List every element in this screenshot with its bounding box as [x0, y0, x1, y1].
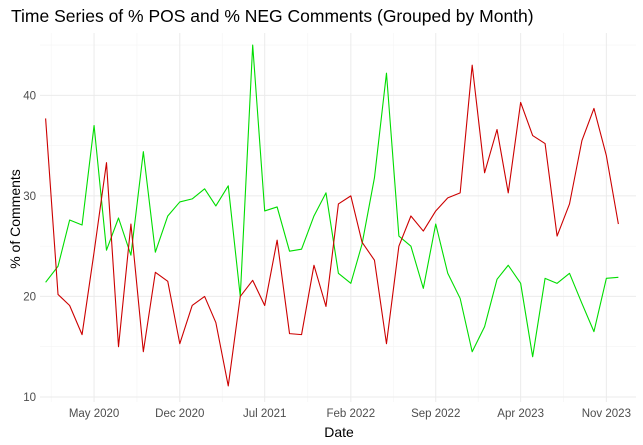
series-line-2: [45, 64, 619, 387]
y-tick-label: 20: [23, 291, 36, 303]
y-axis-title: % of Comments: [7, 169, 23, 269]
x-tick-label: Feb 2022: [327, 408, 376, 420]
series-line-1: [45, 44, 619, 358]
x-tick-labels: May 2020 Dec 2020 Jul 2021 Feb 2022 Sep 2022…: [69, 408, 631, 420]
y-tick-label: 40: [23, 90, 36, 102]
grid-major: [40, 33, 636, 402]
y-tick-labels: 10 20 30 40: [23, 90, 36, 404]
x-axis-title: Date: [324, 424, 354, 440]
series-layer: [45, 44, 619, 387]
y-tick-label: 10: [23, 392, 36, 404]
x-tick-label: May 2020: [69, 408, 120, 420]
x-tick-label: Dec 2020: [155, 408, 204, 420]
chart-title: Time Series of % POS and % NEG Comments …: [11, 6, 534, 26]
x-tick-label: Jul 2021: [243, 408, 286, 420]
x-tick-label: Apr 2023: [497, 408, 544, 420]
x-tick-label: Nov 2023: [582, 408, 631, 420]
x-tick-label: Sep 2022: [411, 408, 460, 420]
y-tick-label: 30: [23, 191, 36, 203]
